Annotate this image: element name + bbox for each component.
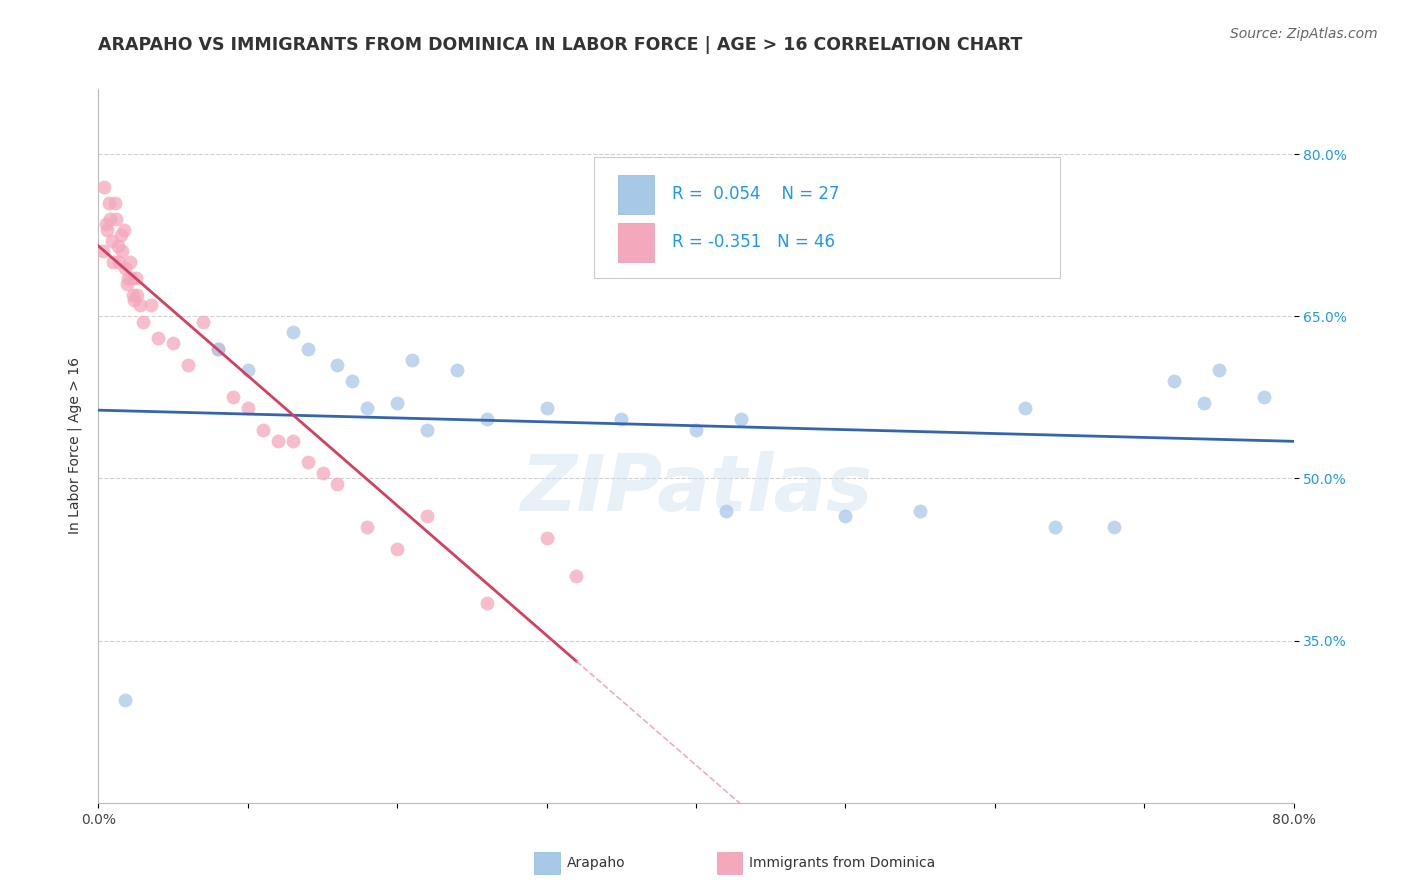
Point <box>236 401 259 416</box>
Point <box>101 234 124 248</box>
Text: Source: ZipAtlas.com: Source: ZipAtlas.com <box>1230 27 1378 41</box>
Point <box>311 466 333 480</box>
Text: Arapaho: Arapaho <box>567 855 626 870</box>
Point <box>385 541 409 556</box>
Point <box>834 509 856 524</box>
Point <box>124 293 146 307</box>
Point <box>97 195 120 210</box>
Point <box>112 223 135 237</box>
Point <box>111 244 134 259</box>
Point <box>115 277 138 291</box>
FancyBboxPatch shape <box>595 157 1060 278</box>
Point <box>536 401 558 416</box>
Point <box>114 693 136 707</box>
Point <box>267 434 290 448</box>
Point <box>297 455 319 469</box>
FancyBboxPatch shape <box>619 223 654 262</box>
Point <box>104 195 127 210</box>
FancyBboxPatch shape <box>619 175 654 214</box>
Point <box>326 358 349 372</box>
Point <box>121 287 143 301</box>
Point <box>91 244 114 259</box>
Point <box>610 412 633 426</box>
Point <box>1208 363 1230 377</box>
Point <box>565 568 588 582</box>
Point <box>252 423 274 437</box>
Y-axis label: In Labor Force | Age > 16: In Labor Force | Age > 16 <box>67 358 82 534</box>
Text: ZIPatlas: ZIPatlas <box>520 450 872 527</box>
Point <box>191 315 214 329</box>
Point <box>96 223 118 237</box>
Point <box>127 287 149 301</box>
Point <box>177 358 200 372</box>
Point <box>475 412 498 426</box>
Point <box>94 218 117 232</box>
Point <box>1014 401 1036 416</box>
Point <box>326 476 349 491</box>
Point <box>107 239 129 253</box>
Point <box>207 342 229 356</box>
Text: R =  0.054    N = 27: R = 0.054 N = 27 <box>672 186 839 203</box>
Point <box>1163 374 1185 388</box>
Point <box>125 271 148 285</box>
Point <box>416 509 439 524</box>
Point <box>114 260 136 275</box>
Point <box>536 531 558 545</box>
Point <box>281 326 304 340</box>
Point <box>342 374 364 388</box>
Point <box>714 504 737 518</box>
Point <box>129 298 152 312</box>
Point <box>207 342 229 356</box>
Point <box>148 331 170 345</box>
Text: R = -0.351   N = 46: R = -0.351 N = 46 <box>672 234 835 252</box>
Point <box>120 271 142 285</box>
Point <box>475 596 498 610</box>
Point <box>1043 520 1066 534</box>
Point <box>93 179 115 194</box>
Point <box>1192 396 1215 410</box>
Point <box>236 363 259 377</box>
Point <box>446 363 468 377</box>
Text: ARAPAHO VS IMMIGRANTS FROM DOMINICA IN LABOR FORCE | AGE > 16 CORRELATION CHART: ARAPAHO VS IMMIGRANTS FROM DOMINICA IN L… <box>98 36 1022 54</box>
Point <box>356 520 378 534</box>
Point <box>132 315 155 329</box>
Point <box>105 211 128 226</box>
Point <box>222 390 245 404</box>
Point <box>103 255 125 269</box>
Point <box>385 396 409 410</box>
Point <box>1253 390 1275 404</box>
Point <box>281 434 304 448</box>
Point <box>162 336 184 351</box>
Point <box>118 255 141 269</box>
Point <box>108 255 131 269</box>
Point <box>98 211 122 226</box>
Point <box>297 342 319 356</box>
Point <box>730 412 752 426</box>
Point <box>117 271 139 285</box>
Point <box>685 423 707 437</box>
Point <box>416 423 439 437</box>
Text: Immigrants from Dominica: Immigrants from Dominica <box>749 855 935 870</box>
Point <box>908 504 931 518</box>
Point <box>401 352 423 367</box>
Point <box>1104 520 1126 534</box>
Point <box>356 401 378 416</box>
Point <box>110 228 132 243</box>
Point <box>139 298 162 312</box>
